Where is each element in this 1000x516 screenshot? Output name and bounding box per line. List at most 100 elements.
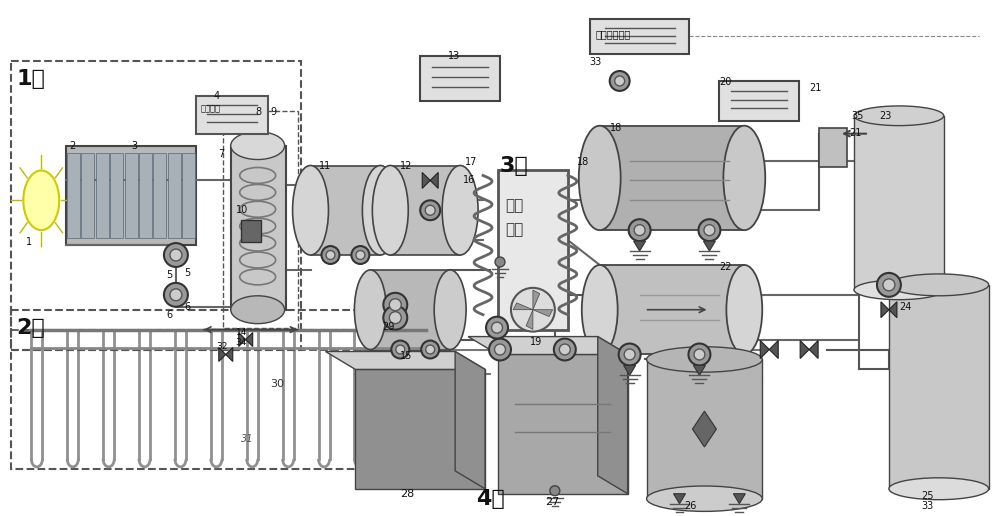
Ellipse shape [231,296,285,324]
Ellipse shape [354,270,386,349]
Ellipse shape [889,478,989,499]
Ellipse shape [442,166,478,255]
Ellipse shape [726,265,762,354]
Bar [241,220,261,242]
Ellipse shape [293,166,328,255]
Ellipse shape [559,344,570,355]
Bar [11,310,440,469]
Text: 18: 18 [610,123,622,133]
Ellipse shape [615,76,625,86]
Text: 13: 13 [448,51,460,61]
Ellipse shape [426,345,435,354]
Polygon shape [809,341,818,359]
Bar [196,96,268,134]
Ellipse shape [326,251,335,260]
Bar [168,153,181,238]
Ellipse shape [495,257,505,267]
Ellipse shape [854,280,944,300]
Ellipse shape [629,219,651,241]
Text: 19: 19 [530,336,542,347]
Ellipse shape [486,317,508,338]
Ellipse shape [372,166,408,255]
Ellipse shape [877,273,901,297]
Text: 4: 4 [214,91,220,101]
Bar [110,153,123,238]
Polygon shape [526,310,533,329]
Bar [67,153,80,238]
Ellipse shape [511,288,555,332]
Polygon shape [246,333,253,347]
Polygon shape [219,347,226,361]
Ellipse shape [495,344,505,355]
Ellipse shape [647,486,762,511]
Text: 22: 22 [719,262,732,272]
Bar [81,153,94,238]
Ellipse shape [582,265,618,354]
Ellipse shape [647,347,762,372]
Ellipse shape [854,106,944,125]
Text: 8: 8 [256,107,262,117]
Ellipse shape [425,205,435,215]
Bar [590,19,689,54]
Ellipse shape [389,299,401,311]
Text: 1区: 1区 [16,69,45,89]
Bar [647,360,762,498]
Polygon shape [760,341,769,359]
Bar [223,111,298,328]
Text: 3区: 3区 [500,155,529,175]
Bar [182,153,195,238]
Polygon shape [674,494,685,504]
Text: 机组: 机组 [505,222,523,237]
Polygon shape [800,341,809,359]
Text: 20: 20 [719,77,732,87]
Polygon shape [533,290,540,310]
Ellipse shape [231,132,285,159]
Text: 5: 5 [166,270,172,280]
Ellipse shape [420,200,440,220]
Ellipse shape [889,274,989,296]
Bar [153,153,166,238]
Polygon shape [533,310,553,316]
Ellipse shape [694,349,705,360]
Text: 33: 33 [921,501,933,511]
Bar [719,81,799,121]
Ellipse shape [321,246,339,264]
Text: 35: 35 [851,111,863,121]
Text: 4区: 4区 [476,489,504,509]
Text: 29: 29 [382,321,395,332]
Bar [125,153,138,238]
Text: 9: 9 [271,107,277,117]
Polygon shape [422,172,430,188]
Ellipse shape [396,345,405,354]
Polygon shape [430,172,438,188]
Ellipse shape [489,338,511,361]
Bar [370,270,450,349]
Polygon shape [693,365,705,375]
Ellipse shape [164,283,188,307]
Ellipse shape [554,338,576,361]
Polygon shape [733,494,745,504]
Text: 2区: 2区 [16,318,45,337]
Text: 30: 30 [271,379,285,390]
Text: 26: 26 [684,501,697,511]
Ellipse shape [883,279,895,291]
Bar [498,170,568,330]
Bar [11,61,301,349]
Polygon shape [598,336,628,494]
Ellipse shape [356,251,365,260]
Polygon shape [355,369,485,489]
Text: 热泵: 热泵 [505,198,523,213]
Ellipse shape [23,170,59,230]
Polygon shape [889,302,897,318]
Polygon shape [455,351,485,489]
Bar [889,285,989,489]
Ellipse shape [383,293,407,317]
Text: 27: 27 [545,497,559,507]
Ellipse shape [610,71,630,91]
Ellipse shape [170,249,182,261]
Ellipse shape [624,349,635,360]
Text: 31: 31 [241,434,253,444]
Text: 21: 21 [809,83,822,93]
Polygon shape [468,336,628,354]
Text: 15: 15 [400,351,413,362]
